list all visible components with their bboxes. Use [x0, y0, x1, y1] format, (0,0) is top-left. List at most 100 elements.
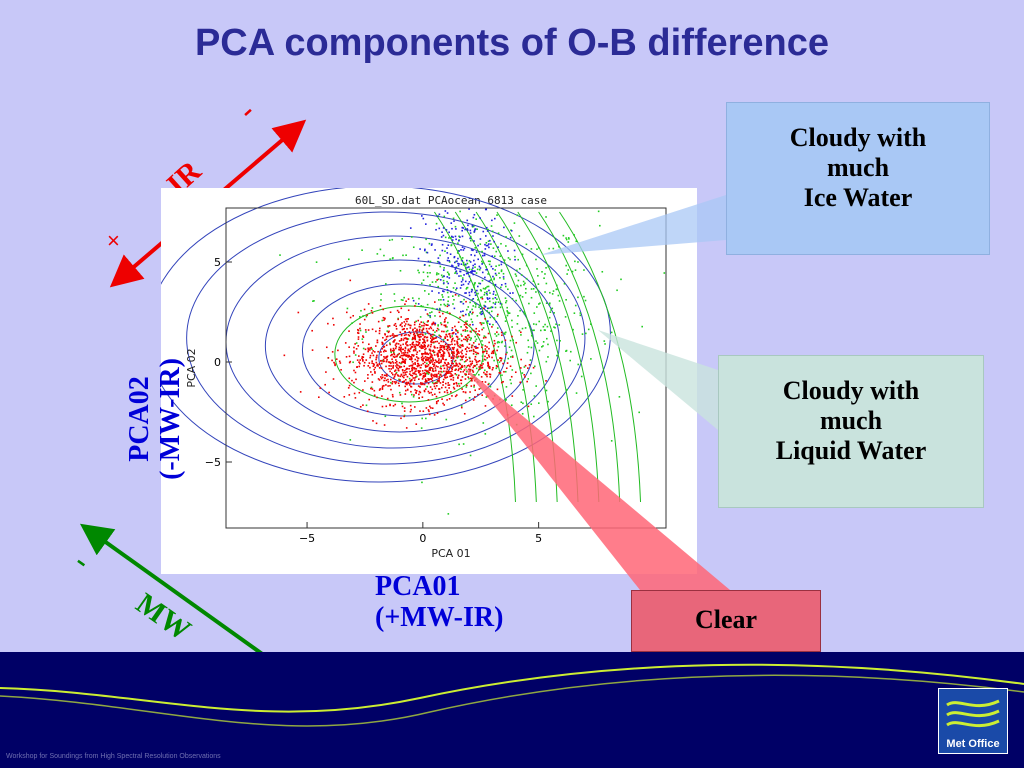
scatter-point: [375, 422, 378, 425]
scatter-point: [432, 341, 435, 343]
scatter-point: [463, 274, 465, 276]
scatter-point: [440, 274, 443, 277]
scatter-point: [377, 350, 379, 353]
scatter-point: [536, 268, 538, 270]
scatter-point: [437, 261, 440, 263]
scatter-point: [364, 329, 367, 331]
scatter-point: [427, 373, 430, 375]
scatter-point: [466, 320, 468, 323]
scatter-point: [452, 332, 454, 334]
scatter-point: [474, 302, 476, 304]
scatter-point: [425, 370, 428, 373]
scatter-point: [428, 293, 430, 295]
scatter-point: [442, 346, 445, 349]
scatter-point: [431, 381, 434, 384]
scatter-point: [283, 354, 286, 357]
scatter-point: [458, 346, 461, 348]
footer-band: [0, 652, 1024, 768]
scatter-point: [389, 335, 392, 337]
scatter-point: [455, 287, 458, 290]
scatter-point: [389, 258, 391, 260]
scatter-point: [442, 290, 444, 292]
scatter-point: [508, 312, 511, 314]
scatter-point: [432, 338, 435, 340]
scatter-point: [422, 279, 425, 281]
scatter-point: [365, 359, 368, 361]
scatter-point: [359, 406, 362, 408]
scatter-point: [439, 315, 441, 318]
scatter-point: [551, 307, 554, 310]
scatter-point: [505, 399, 507, 401]
scatter-point: [544, 323, 546, 326]
scatter-point: [432, 368, 434, 370]
scatter-point: [426, 271, 429, 274]
scatter-point: [392, 367, 394, 369]
scatter-point: [439, 254, 441, 257]
scatter-point: [562, 234, 565, 237]
scatter-point: [450, 378, 452, 381]
scatter-point: [354, 343, 356, 345]
scatter-point: [403, 410, 406, 412]
scatter-point: [484, 373, 487, 375]
scatter-point: [395, 325, 397, 328]
scatter-point: [478, 282, 480, 285]
scatter-point: [452, 376, 455, 379]
scatter-point: [452, 236, 454, 239]
scatter-point: [394, 361, 397, 364]
scatter-point: [475, 345, 477, 348]
scatter-point: [404, 393, 407, 395]
scatter-point: [458, 382, 460, 385]
scatter-point: [436, 347, 439, 349]
scatter-point: [424, 364, 427, 367]
scatter-point: [435, 281, 437, 283]
scatter-point: [466, 346, 468, 349]
scatter-point: [493, 317, 495, 319]
scatter-point: [574, 269, 577, 271]
scatter-point: [462, 264, 465, 266]
scatter-point: [481, 254, 484, 257]
scatter-point: [461, 343, 464, 346]
scatter-point: [377, 320, 380, 323]
scatter-point: [436, 308, 438, 310]
scatter-point: [450, 235, 453, 238]
scatter-point: [412, 333, 415, 336]
scatter-point: [375, 356, 378, 359]
scatter-point: [473, 230, 476, 233]
scatter-point: [389, 404, 391, 407]
scatter-point: [328, 391, 330, 394]
scatter-point: [430, 343, 432, 346]
scatter-point: [463, 323, 466, 326]
scatter-point: [501, 374, 503, 377]
scatter-point: [476, 352, 479, 354]
scatter-point: [434, 331, 436, 333]
scatter-point: [408, 384, 411, 386]
scatter-point: [466, 339, 468, 342]
scatter-point: [371, 362, 373, 364]
scatter-point: [494, 306, 497, 309]
scatter-point: [444, 324, 447, 327]
scatter-point: [477, 381, 479, 383]
scatter-point: [426, 385, 428, 388]
scatter-point: [467, 338, 469, 340]
scatter-point: [500, 381, 503, 384]
scatter-point: [471, 269, 473, 272]
scatter-point: [415, 392, 417, 394]
scatter-point: [436, 279, 438, 281]
scatter-point: [385, 356, 388, 358]
scatter-point: [429, 350, 432, 352]
scatter-point: [463, 247, 466, 250]
scatter-point: [559, 340, 561, 342]
scatter-point: [409, 356, 411, 358]
scatter-point: [367, 350, 369, 353]
scatter-point: [488, 307, 490, 309]
scatter-point: [533, 415, 535, 418]
scatter-point: [507, 312, 510, 315]
scatter-point: [466, 286, 468, 289]
scatter-point: [394, 373, 396, 376]
scatter-point: [438, 292, 440, 294]
scatter-point: [506, 362, 509, 364]
scatter-point: [431, 361, 433, 363]
scatter-point: [365, 404, 368, 407]
scatter-point: [385, 374, 387, 377]
scatter-point: [421, 481, 423, 484]
